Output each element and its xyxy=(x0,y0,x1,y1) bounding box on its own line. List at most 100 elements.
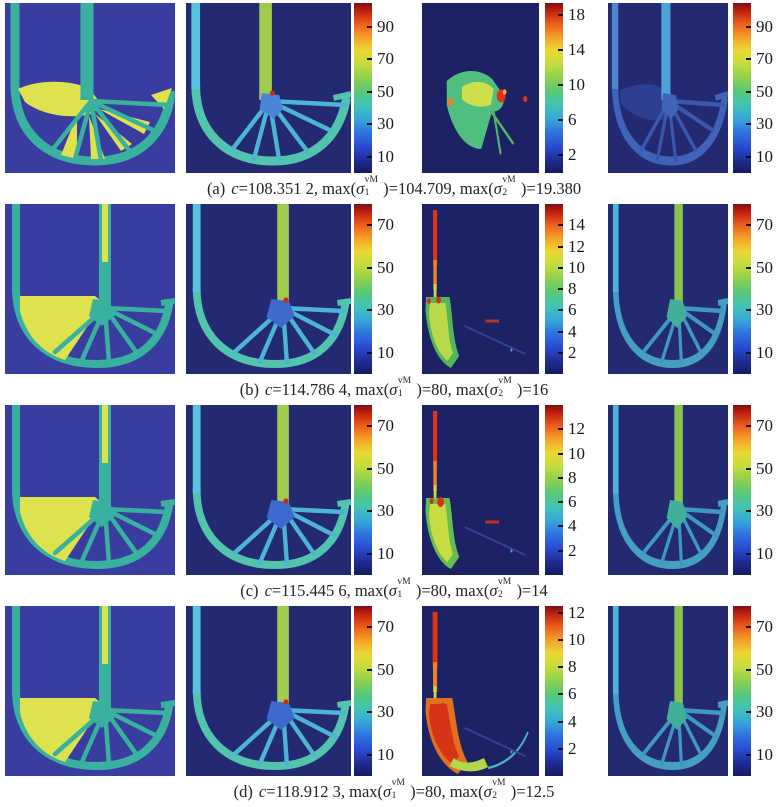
max-sigma1-value: 80 xyxy=(424,782,442,801)
subfigure-caption: (b) c=114.786 4, max(σ vM 1)=80, max(σ vM 2)=… xyxy=(5,376,783,401)
load-case-subscript: 1 xyxy=(391,789,397,801)
separator: , xyxy=(447,380,456,399)
colorbar-tick-label: 50 xyxy=(377,659,394,679)
colorbar-tick xyxy=(746,467,751,470)
subfigure-row: 70 50 30 10 14 12 10 8 6 4 2 70 50 30 10 (b) c=114.78… xyxy=(5,204,783,401)
vm-superscript: vM xyxy=(492,777,506,789)
sigma-scripts: vM 2 xyxy=(502,175,521,196)
equals-sign: = xyxy=(266,782,276,801)
colorbar-tick-label: 50 xyxy=(377,257,394,277)
close-equals: )= xyxy=(516,380,532,399)
subfigure-row: 70 50 30 10 12 10 8 6 4 2 70 50 30 10 (c) c=115.445 … xyxy=(5,405,783,602)
colorbar-tick xyxy=(367,309,372,312)
colorbar-tick-label: 30 xyxy=(756,702,773,722)
subfigure-row: 90 70 50 30 10 18 14 10 6 2 90 70 50 30 10 (a) c=108.… xyxy=(5,3,783,200)
sigma-scripts: vM 1 xyxy=(397,376,416,399)
colorbar-tick xyxy=(367,58,372,61)
colorbar-tick-label: 12 xyxy=(568,419,585,439)
colorbar-tick-label: 10 xyxy=(756,342,773,362)
colorbar-tick-label: 10 xyxy=(377,744,394,764)
colorbar-tick-label: 30 xyxy=(377,702,394,722)
colorbar-tick xyxy=(558,224,563,227)
close-equals: )= xyxy=(415,581,431,600)
colorbar-tick-label: 8 xyxy=(568,657,577,677)
close-equals: )= xyxy=(410,782,425,801)
panel-stress-field-sigma2 xyxy=(422,3,539,173)
panel-stress-field-sigma1 xyxy=(186,204,351,374)
colorbar-tick-label: 14 xyxy=(568,40,585,60)
colorbar-tick-label: 12 xyxy=(568,602,585,622)
panel-strip: 70 50 30 10 12 10 8 6 4 2 70 50 30 10 xyxy=(5,602,783,776)
colorbar-tick-label: 70 xyxy=(377,215,394,235)
subfigure-row: 70 50 30 10 12 10 8 6 4 2 70 50 30 10 (d) c=118.912 … xyxy=(5,602,783,803)
sigma-glyph: σ xyxy=(483,782,492,801)
max-sigma1-value: 104.709 xyxy=(397,179,452,198)
colorbar-tick xyxy=(558,49,563,52)
colorbar-tick xyxy=(558,288,563,290)
colorbar-tick xyxy=(558,747,563,750)
panel-stress-field-sigma1 xyxy=(186,405,351,575)
sigma1-symbol: σ vM 1 xyxy=(383,778,410,801)
close-equals: )= xyxy=(416,380,432,399)
load-case-subscript: 1 xyxy=(397,588,403,600)
colorbar-tick xyxy=(746,90,751,93)
panel-design-layout xyxy=(5,606,175,776)
colorbar-sigma1: 70 50 30 10 xyxy=(354,405,394,575)
colorbar-tick-label: 50 xyxy=(377,458,394,478)
colorbar-tick xyxy=(558,525,563,528)
colorbar-tick xyxy=(558,501,563,504)
sigma-scripts: vM 1 xyxy=(364,175,383,198)
close-equals: )= xyxy=(520,179,536,198)
sigma-glyph: σ xyxy=(389,380,398,399)
colorbar-tick xyxy=(558,309,563,312)
max-operator: max( xyxy=(455,380,490,399)
colorbar-tick-label: 4 xyxy=(568,321,577,341)
colorbar-gradient xyxy=(354,606,372,776)
colorbar-tick xyxy=(367,552,372,555)
colorbar-tick xyxy=(558,452,563,455)
sigma2-symbol: σ vM 2 xyxy=(490,376,517,399)
colorbar-gradient xyxy=(354,204,372,374)
colorbar-sigma2: 18 14 10 6 2 xyxy=(545,3,585,173)
colorbar-tick xyxy=(558,476,563,479)
panel-stress-field-sigma2 xyxy=(422,405,539,575)
colorbar-gradient xyxy=(354,405,372,575)
sigma1-symbol: σ vM 1 xyxy=(356,175,383,198)
max-operator: max( xyxy=(459,179,494,198)
colorbar-tick xyxy=(367,224,372,227)
colorbar-tick-label: 70 xyxy=(377,416,394,436)
vm-superscript: vM xyxy=(397,375,412,387)
separator: , xyxy=(346,581,355,600)
colorbar-tick xyxy=(367,123,372,126)
sigma1-symbol: σ vM 1 xyxy=(389,376,416,399)
load-case-subscript: 1 xyxy=(397,387,403,399)
colorbar-tick xyxy=(558,266,563,269)
colorbar-tick xyxy=(367,25,372,28)
colorbar-gradient xyxy=(354,3,372,173)
compliance-symbol: c xyxy=(231,179,239,198)
colorbar-tick xyxy=(367,90,372,93)
colorbar-tick xyxy=(746,711,751,714)
colorbar-gradient xyxy=(733,606,751,776)
max-operator: max( xyxy=(349,782,384,801)
separator: , xyxy=(451,179,460,198)
colorbar-tick-label: 10 xyxy=(756,744,773,764)
panel-stress-field-right xyxy=(608,405,728,575)
compliance-value: 108.351 2 xyxy=(247,179,314,198)
colorbar-tick-label: 30 xyxy=(377,114,394,134)
colorbar-tick xyxy=(746,224,751,227)
colorbar-tick-label: 10 xyxy=(568,443,585,463)
colorbar-tick-label: 10 xyxy=(568,257,585,277)
colorbar-tick-label: 6 xyxy=(568,110,577,130)
load-case-subscript: 1 xyxy=(364,186,370,198)
colorbar-gradient xyxy=(733,3,751,173)
colorbar-sigma1: 70 50 30 10 xyxy=(354,204,394,374)
sigma-scripts: vM 2 xyxy=(497,577,516,598)
max-sigma1-value: 80 xyxy=(430,581,448,600)
colorbar-right: 70 50 30 10 xyxy=(733,405,773,575)
colorbar-tick-label: 10 xyxy=(568,75,585,95)
colorbar-tick-label: 8 xyxy=(568,279,577,298)
equals-sign: = xyxy=(272,380,282,399)
load-case-subscript: 2 xyxy=(498,387,504,399)
compliance-symbol: c xyxy=(264,581,272,600)
